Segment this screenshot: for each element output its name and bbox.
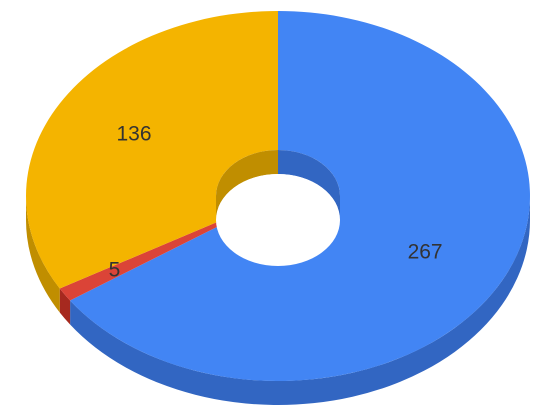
- chart-walls: [26, 196, 530, 406]
- slice-label-267: 267: [408, 240, 443, 263]
- donut-hole: [216, 174, 340, 266]
- slice-136: [25, 11, 278, 289]
- slice-267: [70, 11, 531, 381]
- slice-wall-136: [26, 196, 60, 313]
- hole-wall-267-0: [278, 150, 340, 220]
- hole-wall-136-1: [216, 150, 278, 220]
- slice-label-136: 136: [116, 122, 151, 145]
- chart-labels: 267 5 136: [109, 122, 443, 281]
- slice-wall-267: [70, 196, 530, 406]
- slice-5: [59, 219, 227, 301]
- slice-wall-5: [59, 288, 71, 325]
- slice-label-5: 5: [109, 259, 121, 282]
- chart-hole: [216, 150, 340, 266]
- chart-slices: [25, 11, 531, 381]
